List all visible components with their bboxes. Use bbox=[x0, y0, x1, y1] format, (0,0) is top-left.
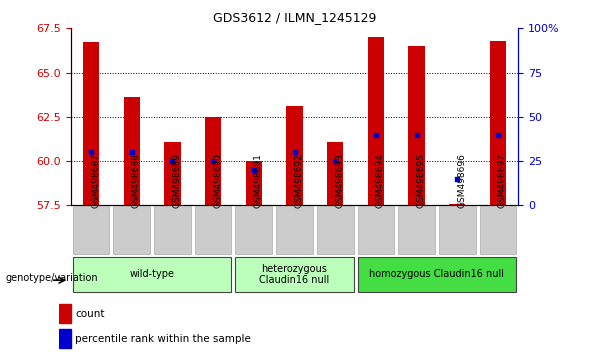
Bar bbox=[327, 142, 343, 205]
Text: percentile rank within the sample: percentile rank within the sample bbox=[75, 333, 252, 344]
Point bbox=[412, 132, 421, 137]
FancyBboxPatch shape bbox=[72, 257, 231, 292]
FancyBboxPatch shape bbox=[358, 257, 517, 292]
Text: GSM498690: GSM498690 bbox=[213, 153, 222, 208]
Bar bbox=[59, 304, 71, 323]
Text: wild-type: wild-type bbox=[130, 269, 174, 279]
Title: GDS3612 / ILMN_1245129: GDS3612 / ILMN_1245129 bbox=[213, 11, 376, 24]
Text: GSM498688: GSM498688 bbox=[132, 153, 141, 208]
FancyBboxPatch shape bbox=[236, 206, 272, 254]
Text: GSM498697: GSM498697 bbox=[498, 153, 507, 208]
Text: homozygous Claudin16 null: homozygous Claudin16 null bbox=[369, 269, 504, 279]
Text: GSM498695: GSM498695 bbox=[416, 153, 426, 208]
FancyBboxPatch shape bbox=[236, 257, 353, 292]
FancyBboxPatch shape bbox=[317, 206, 353, 254]
Bar bbox=[408, 46, 425, 205]
Text: GSM498691: GSM498691 bbox=[254, 153, 263, 208]
Text: GSM498693: GSM498693 bbox=[335, 153, 344, 208]
FancyBboxPatch shape bbox=[72, 206, 110, 254]
Text: GSM498687: GSM498687 bbox=[91, 153, 100, 208]
Text: genotype/variation: genotype/variation bbox=[6, 273, 98, 283]
FancyBboxPatch shape bbox=[358, 206, 394, 254]
Point bbox=[87, 149, 96, 155]
FancyBboxPatch shape bbox=[195, 206, 231, 254]
FancyBboxPatch shape bbox=[276, 206, 313, 254]
Text: GSM498692: GSM498692 bbox=[294, 153, 303, 208]
Text: count: count bbox=[75, 309, 105, 319]
Bar bbox=[490, 41, 506, 205]
Text: GSM498696: GSM498696 bbox=[457, 153, 466, 208]
Bar bbox=[59, 329, 71, 348]
Point bbox=[371, 132, 380, 137]
Point bbox=[249, 167, 259, 173]
Text: heterozygous
Claudin16 null: heterozygous Claudin16 null bbox=[259, 263, 330, 285]
Bar bbox=[368, 37, 384, 205]
Bar bbox=[124, 97, 140, 205]
FancyBboxPatch shape bbox=[439, 206, 475, 254]
Point bbox=[209, 158, 218, 164]
Bar bbox=[83, 42, 99, 205]
FancyBboxPatch shape bbox=[154, 206, 191, 254]
Point bbox=[127, 149, 137, 155]
Text: GSM498694: GSM498694 bbox=[376, 153, 385, 208]
Bar bbox=[449, 204, 465, 205]
Point bbox=[330, 158, 340, 164]
FancyBboxPatch shape bbox=[479, 206, 517, 254]
Bar bbox=[205, 117, 221, 205]
Bar bbox=[286, 106, 303, 205]
Bar bbox=[164, 142, 181, 205]
Point bbox=[168, 158, 177, 164]
Point bbox=[290, 149, 299, 155]
Point bbox=[452, 176, 462, 182]
Bar bbox=[246, 161, 262, 205]
FancyBboxPatch shape bbox=[114, 206, 150, 254]
Point bbox=[493, 132, 502, 137]
FancyBboxPatch shape bbox=[398, 206, 435, 254]
Text: GSM498689: GSM498689 bbox=[173, 153, 181, 208]
